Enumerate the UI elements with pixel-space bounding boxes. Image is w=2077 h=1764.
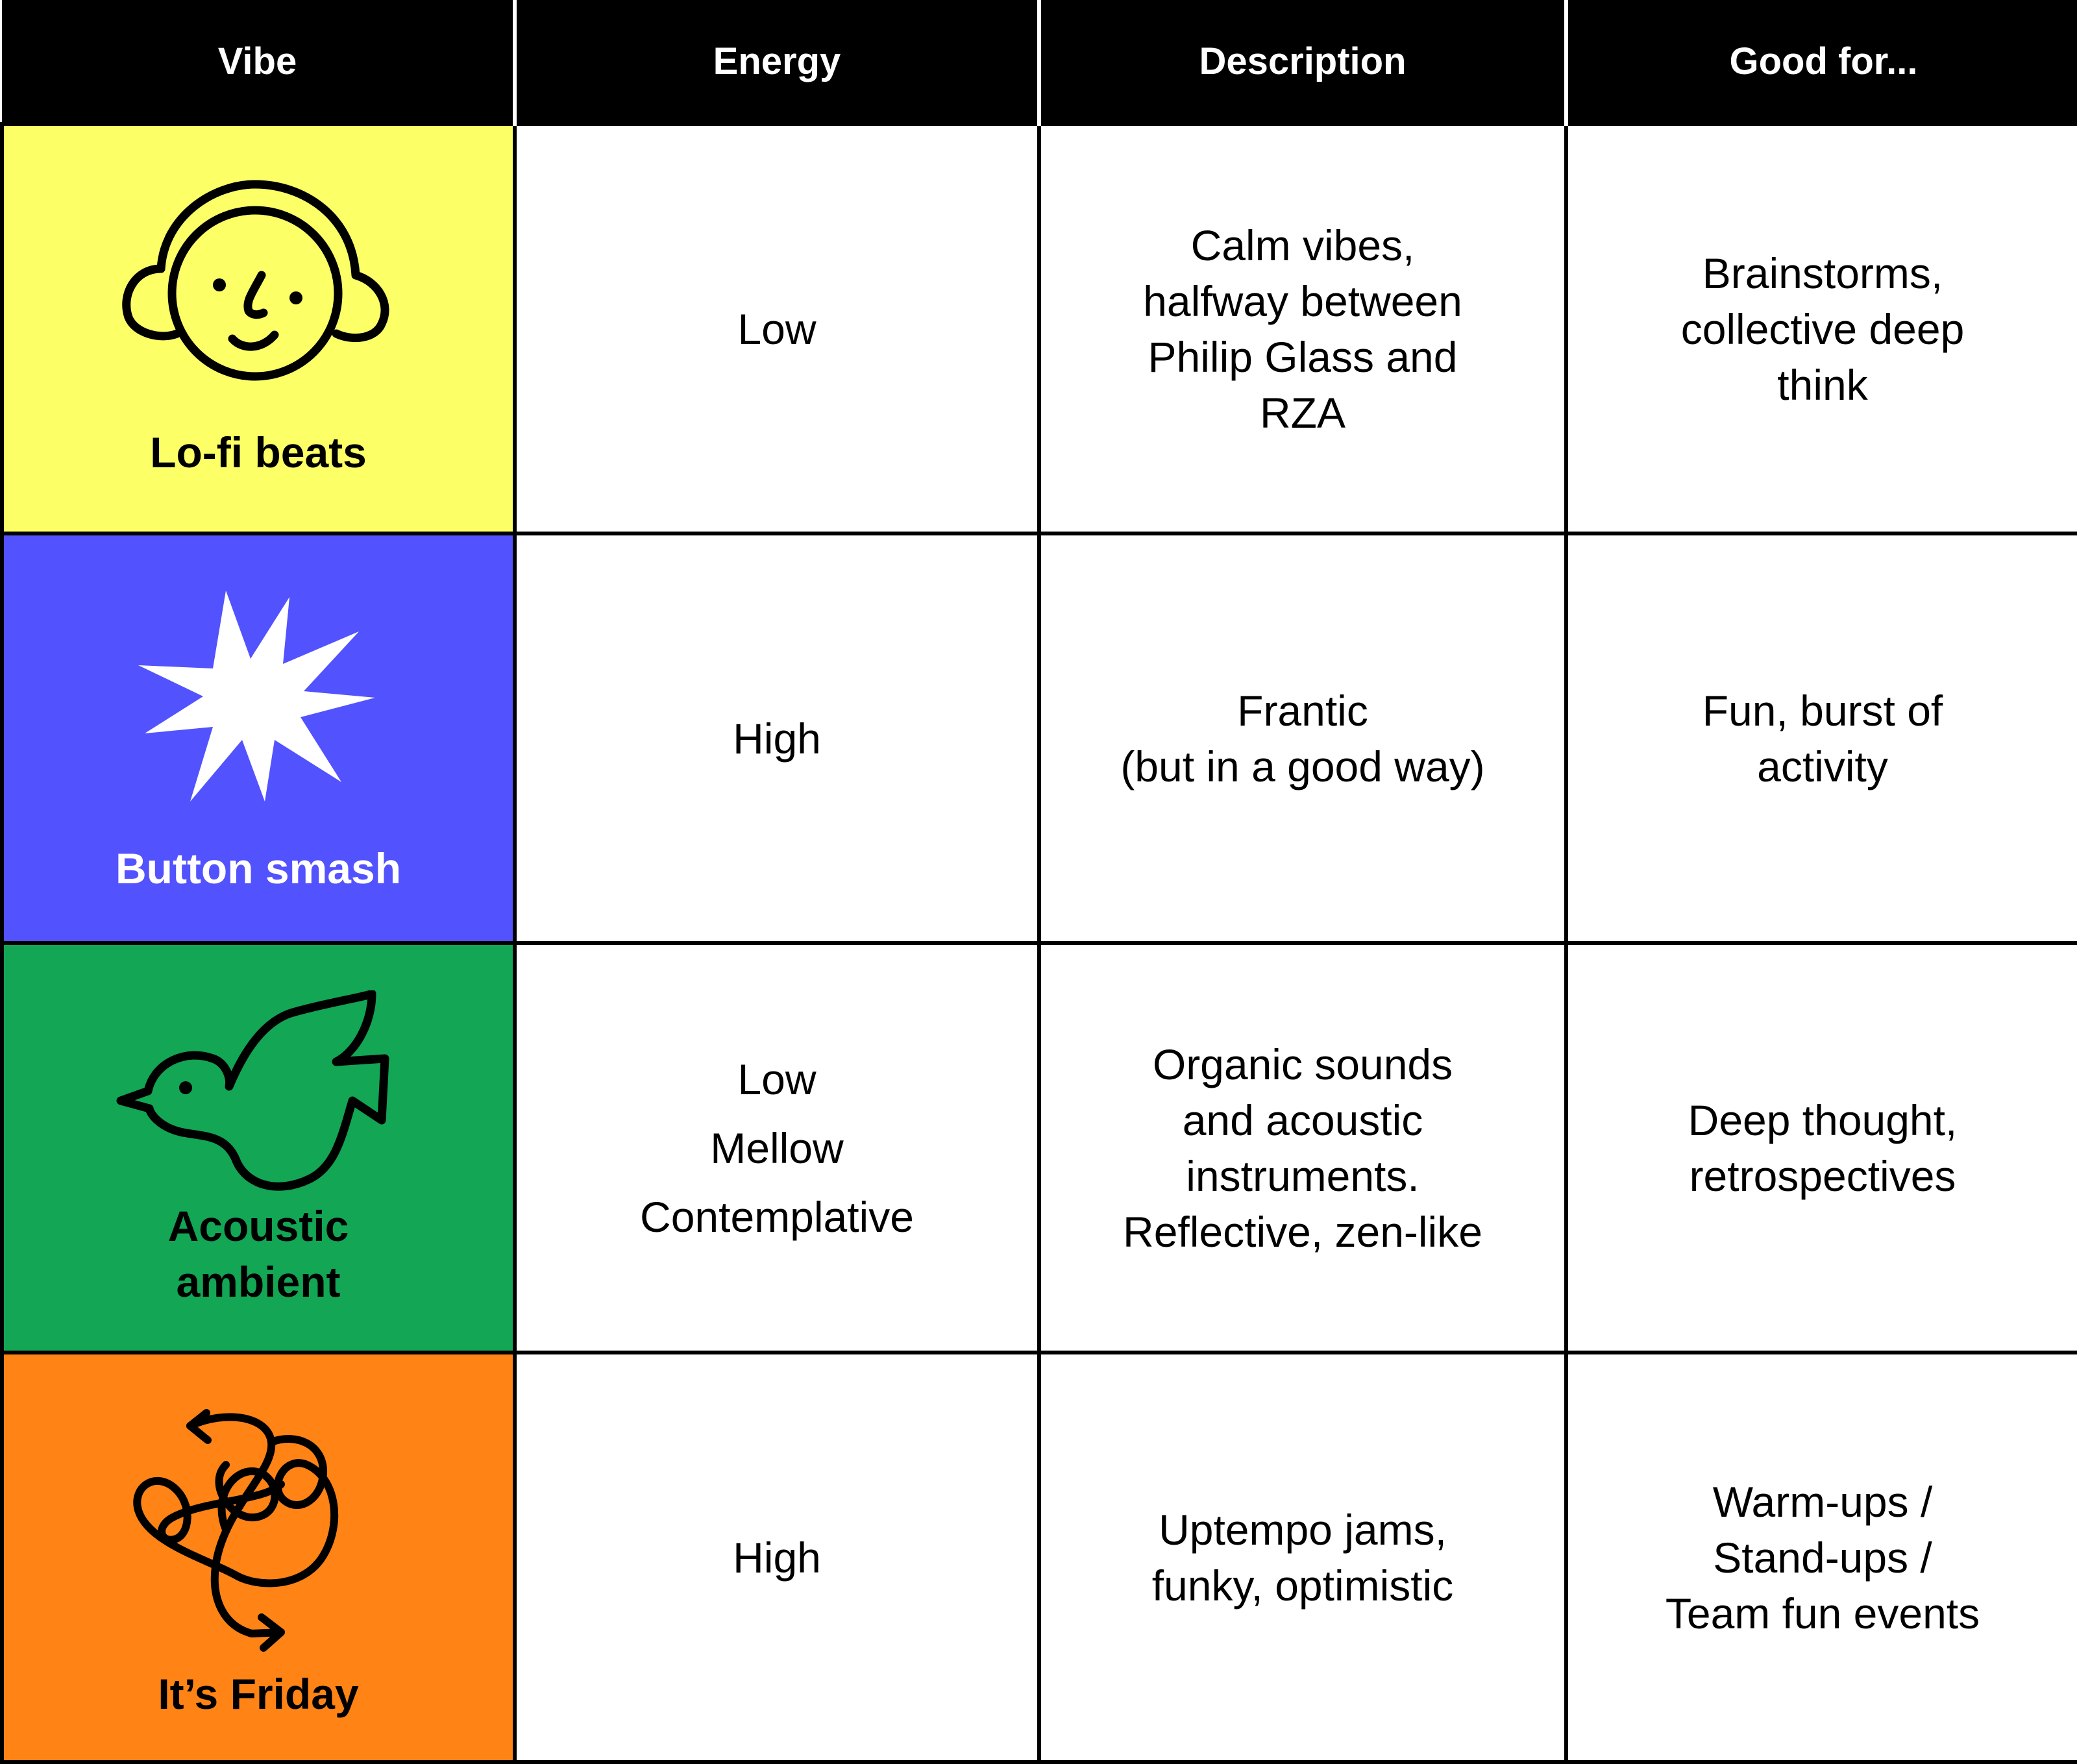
good-for-line: Team fun events	[1665, 1589, 1980, 1637]
vibe-name: Lo-fi beats	[150, 428, 367, 476]
table-row: Lo-fi beats Low Calm vibes, halfway betw…	[0, 122, 2077, 535]
description-line: halfway between	[1143, 276, 1462, 325]
energy-value: High	[733, 714, 821, 763]
header-description: Description	[1039, 0, 1568, 124]
header-vibe: Vibe	[2, 0, 517, 124]
header-row: Vibe Energy Description Good for...	[2, 0, 2077, 124]
description-line: and acoustic	[1182, 1096, 1423, 1144]
description-cell: Organic sounds and acoustic instruments.…	[1037, 941, 1568, 1354]
description-cell: Uptempo jams, funky, optimistic	[1037, 1351, 1568, 1764]
table-row: Button smash High Frantic (but in a good…	[0, 532, 2077, 945]
vibe-cell-button-smash: Button smash	[0, 532, 517, 945]
energy-cell: Low	[513, 122, 1041, 535]
energy-value: Contemplative	[640, 1192, 914, 1241]
good-for-line: think	[1777, 360, 1868, 409]
energy-value: Low	[737, 1055, 817, 1103]
good-for-cell: Deep thought, retrospectives	[1564, 941, 2077, 1354]
description-line: Calm vibes,	[1190, 221, 1415, 269]
table-row: Acoustic ambient Low Mellow Contemplativ…	[0, 941, 2077, 1354]
vibe-name-line: Acoustic	[167, 1202, 349, 1250]
energy-value: High	[733, 1533, 821, 1582]
good-for-line: Fun, burst of	[1702, 686, 1943, 735]
good-for-line: retrospectives	[1689, 1151, 1956, 1200]
energy-cell: High	[513, 1351, 1041, 1764]
energy-cell: High	[513, 532, 1041, 945]
description-line: Frantic	[1237, 686, 1368, 735]
description-line: Reflective, zen-like	[1123, 1207, 1482, 1256]
description-line: funky, optimistic	[1151, 1561, 1454, 1610]
energy-value: Mellow	[710, 1123, 844, 1172]
good-for-line: activity	[1757, 742, 1888, 790]
good-for-line: Warm-ups /	[1712, 1477, 1933, 1526]
energy-cell: Low Mellow Contemplative	[513, 941, 1041, 1354]
description-cell: Frantic (but in a good way)	[1037, 532, 1568, 945]
description-line: Organic sounds	[1152, 1040, 1453, 1088]
description-line: Philip Glass and	[1148, 332, 1458, 381]
scribble-arrows-icon	[133, 1409, 339, 1652]
header-good-for: Good for...	[1566, 0, 2077, 124]
good-for-line: collective deep	[1680, 304, 1965, 353]
vibe-name: Button smash	[115, 844, 402, 892]
good-for-cell: Brainstorms, collective deep think	[1564, 122, 2077, 535]
energy-value: Low	[737, 304, 817, 353]
description-line: RZA	[1260, 388, 1346, 437]
description-line: Uptempo jams,	[1159, 1505, 1447, 1554]
vibe-name: It’s Friday	[158, 1670, 359, 1718]
vibe-cell-lofi: Lo-fi beats	[0, 122, 517, 535]
starburst-icon	[138, 591, 375, 802]
table-row: It’s Friday High Uptempo jams, funky, op…	[0, 1351, 2077, 1764]
header-energy: Energy	[515, 0, 1041, 124]
headphones-face-icon	[122, 180, 389, 381]
bird-icon	[116, 990, 389, 1191]
vibe-name-line: ambient	[176, 1258, 341, 1306]
vibe-name: Acoustic ambient	[4, 1198, 513, 1310]
description-line: (but in a good way)	[1120, 742, 1485, 790]
description-cell: Calm vibes, halfway between Philip Glass…	[1037, 122, 1568, 535]
good-for-cell: Fun, burst of activity	[1564, 532, 2077, 945]
good-for-line: Brainstorms,	[1702, 249, 1943, 297]
good-for-line: Deep thought,	[1688, 1096, 1958, 1144]
vibe-cell-its-friday: It’s Friday	[0, 1351, 517, 1764]
good-for-line: Stand-ups /	[1713, 1533, 1932, 1582]
good-for-cell: Warm-ups / Stand-ups / Team fun events	[1564, 1351, 2077, 1764]
description-line: instruments.	[1186, 1151, 1419, 1200]
vibe-cell-acoustic-ambient: Acoustic ambient	[0, 941, 517, 1354]
